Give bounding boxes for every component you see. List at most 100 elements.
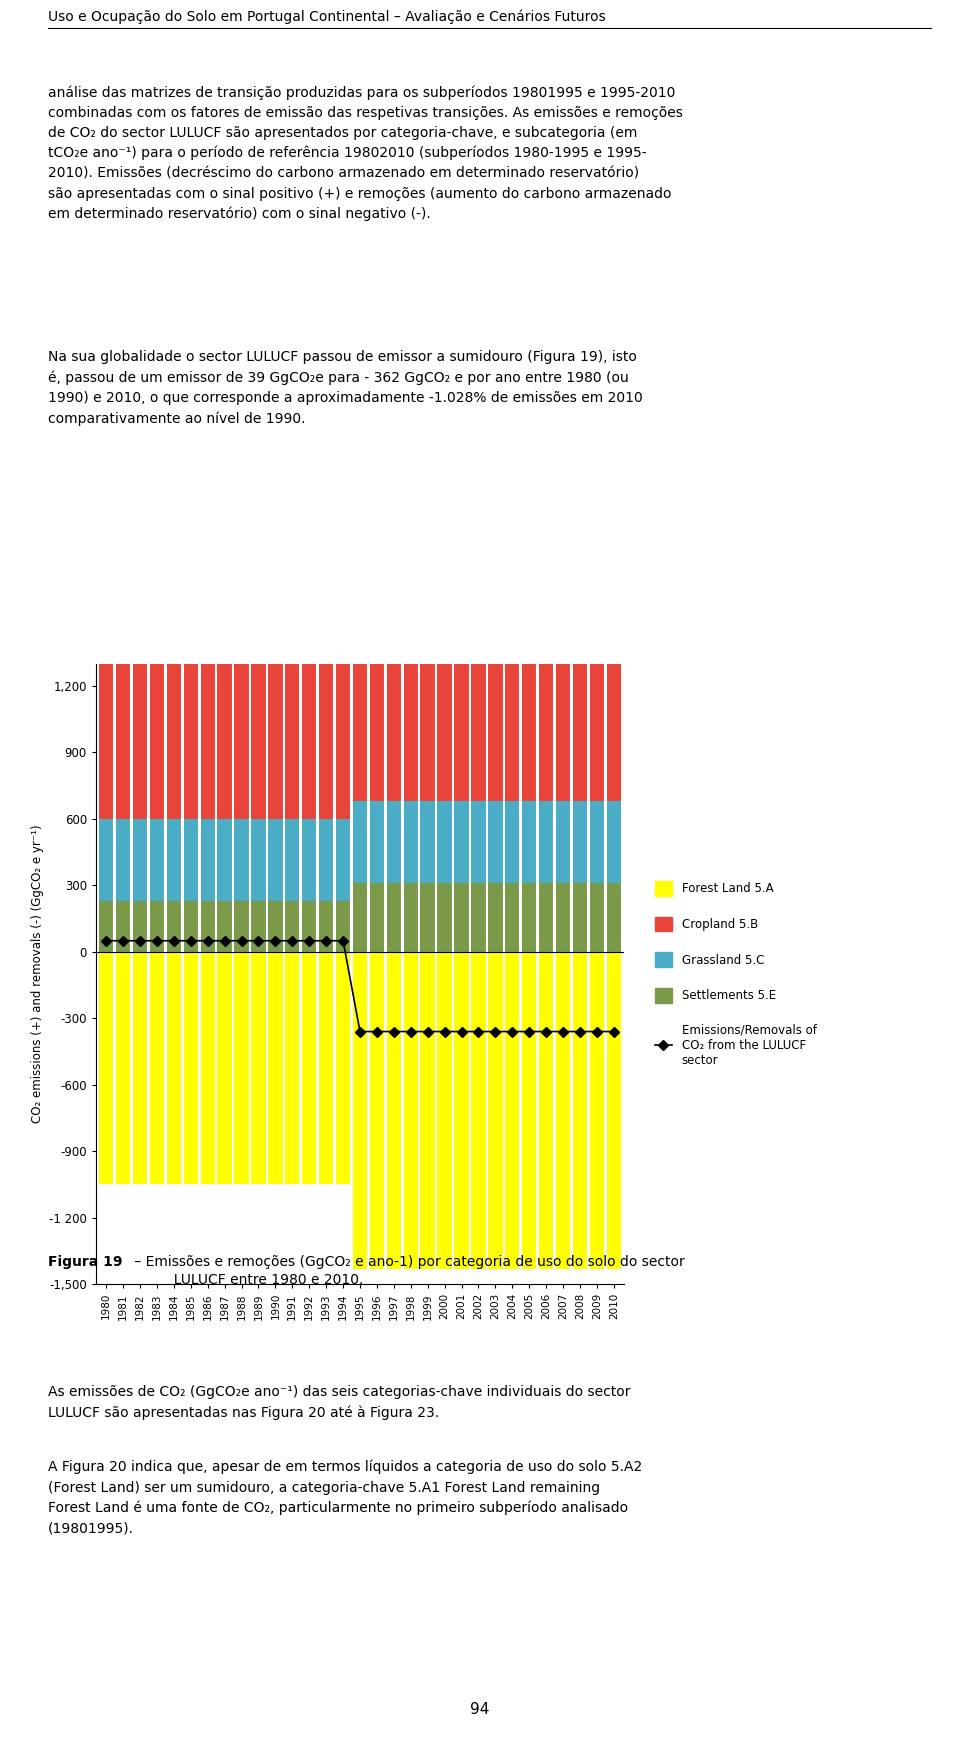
Bar <box>370 802 384 884</box>
Bar <box>505 952 519 1268</box>
Text: Na sua globalidade o sector LULUCF passou de emissor a sumidouro (Figura 19), is: Na sua globalidade o sector LULUCF passo… <box>48 349 643 426</box>
Bar <box>471 952 486 1268</box>
Bar <box>302 664 317 819</box>
Bar <box>454 802 468 884</box>
Bar <box>420 952 435 1268</box>
Bar <box>99 901 113 952</box>
Bar <box>522 802 537 884</box>
Bar <box>319 901 333 952</box>
Bar <box>471 884 486 952</box>
Bar <box>336 819 350 901</box>
Bar <box>589 884 604 952</box>
Text: As emissões de CO₂ (GgCO₂e ano⁻¹) das seis categorias-chave individuais do secto: As emissões de CO₂ (GgCO₂e ano⁻¹) das se… <box>48 1385 631 1420</box>
Bar <box>336 952 350 1184</box>
Legend: Forest Land 5.A, Cropland 5.B, Grassland 5.C, Settlements 5.E, Emissions/Removal: Forest Land 5.A, Cropland 5.B, Grassland… <box>651 877 820 1071</box>
Bar <box>234 819 249 901</box>
Bar <box>489 884 503 952</box>
Bar <box>252 664 266 819</box>
Bar <box>252 819 266 901</box>
Bar <box>167 664 181 819</box>
Bar <box>505 650 519 802</box>
Bar <box>132 901 147 952</box>
Bar <box>403 650 418 802</box>
Text: A Figura 20 indica que, apesar de em termos líquidos a categoria de uso do solo : A Figura 20 indica que, apesar de em ter… <box>48 1460 642 1536</box>
Bar <box>454 952 468 1268</box>
Bar <box>285 952 300 1184</box>
Bar <box>183 664 198 819</box>
Bar <box>99 664 113 819</box>
Bar <box>353 884 367 952</box>
Bar <box>268 664 282 819</box>
Bar <box>353 952 367 1268</box>
Y-axis label: CO₂ emissions (+) and removals (-) (GgCO₂ e yr⁻¹): CO₂ emissions (+) and removals (-) (GgCO… <box>31 825 43 1123</box>
Bar <box>167 952 181 1184</box>
Bar <box>454 650 468 802</box>
Bar <box>438 650 452 802</box>
Bar <box>234 952 249 1184</box>
Bar <box>522 650 537 802</box>
Bar <box>403 802 418 884</box>
Bar <box>201 819 215 901</box>
Bar <box>403 884 418 952</box>
Bar <box>438 952 452 1268</box>
Bar <box>319 819 333 901</box>
Bar <box>217 952 231 1184</box>
Bar <box>319 664 333 819</box>
Bar <box>319 952 333 1184</box>
Bar <box>116 664 131 819</box>
Bar <box>183 819 198 901</box>
Bar <box>353 650 367 802</box>
Bar <box>370 952 384 1268</box>
Bar <box>302 952 317 1184</box>
Text: Uso e Ocupação do Solo em Portugal Continental – Avaliação e Cenários Futuros: Uso e Ocupação do Solo em Portugal Conti… <box>48 10 606 24</box>
Bar <box>99 819 113 901</box>
Bar <box>489 650 503 802</box>
Bar <box>132 819 147 901</box>
Bar <box>302 901 317 952</box>
Bar <box>539 952 553 1268</box>
Bar <box>556 802 570 884</box>
Bar <box>387 884 401 952</box>
Bar <box>285 664 300 819</box>
Bar <box>353 802 367 884</box>
Bar <box>387 650 401 802</box>
Bar <box>370 884 384 952</box>
Bar <box>589 802 604 884</box>
Bar <box>403 952 418 1268</box>
Bar <box>539 884 553 952</box>
Bar <box>438 802 452 884</box>
Bar <box>234 901 249 952</box>
Bar <box>217 901 231 952</box>
Bar <box>607 650 621 802</box>
Bar <box>150 901 164 952</box>
Bar <box>201 664 215 819</box>
Bar <box>150 952 164 1184</box>
Text: análise das matrizes de transição produzidas para os subperíodos 19801995 e 1995: análise das matrizes de transição produz… <box>48 86 683 222</box>
Bar <box>489 802 503 884</box>
Bar <box>150 664 164 819</box>
Bar <box>438 884 452 952</box>
Bar <box>505 884 519 952</box>
Bar <box>522 884 537 952</box>
Bar <box>252 952 266 1184</box>
Bar <box>454 884 468 952</box>
Bar <box>167 819 181 901</box>
Bar <box>116 901 131 952</box>
Bar <box>471 650 486 802</box>
Text: 94: 94 <box>470 1702 490 1717</box>
Bar <box>183 901 198 952</box>
Bar <box>387 802 401 884</box>
Bar <box>252 901 266 952</box>
Bar <box>573 802 588 884</box>
Bar <box>556 952 570 1268</box>
Bar <box>167 901 181 952</box>
Bar <box>556 650 570 802</box>
Bar <box>132 952 147 1184</box>
Bar <box>420 884 435 952</box>
Bar <box>589 952 604 1268</box>
Bar <box>285 819 300 901</box>
Bar <box>573 884 588 952</box>
Bar <box>589 650 604 802</box>
Bar <box>573 952 588 1268</box>
Bar <box>183 952 198 1184</box>
